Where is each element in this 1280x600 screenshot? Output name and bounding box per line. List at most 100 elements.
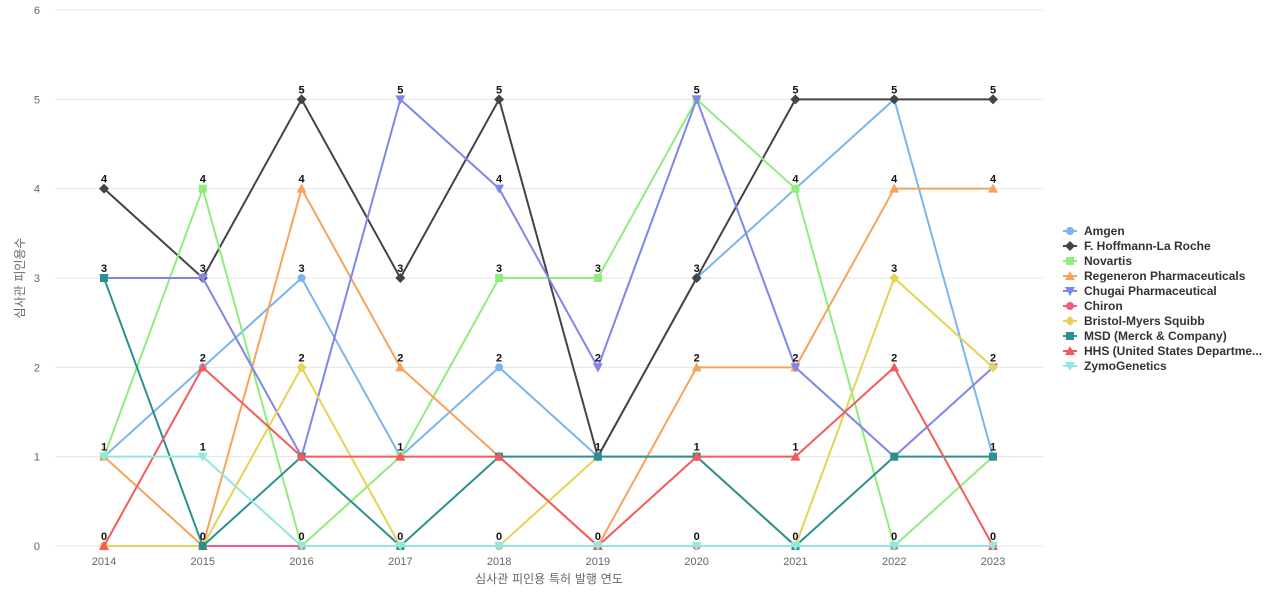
data-label: 2 <box>397 352 403 364</box>
data-point[interactable] <box>494 542 505 551</box>
data-label: 3 <box>694 263 700 275</box>
data-point[interactable] <box>989 452 997 461</box>
data-point[interactable] <box>495 274 504 282</box>
data-label: 5 <box>298 84 304 96</box>
data-label: 2 <box>200 352 206 364</box>
data-point[interactable] <box>691 95 702 105</box>
data-point[interactable] <box>296 362 307 373</box>
data-point[interactable] <box>592 542 603 551</box>
data-label: 5 <box>792 84 798 96</box>
data-point[interactable] <box>495 363 504 372</box>
data-label: 3 <box>595 263 601 275</box>
data-point[interactable] <box>494 451 505 461</box>
data-point[interactable] <box>890 452 899 461</box>
data-point[interactable] <box>494 94 505 105</box>
y-tick-label: 0 <box>34 541 40 553</box>
legend-marker[interactable] <box>1065 287 1075 296</box>
x-axis-title: 심사관 피인용 특허 발행 연도 <box>475 571 623 586</box>
legend-item[interactable]: F. Hoffmann-La Roche <box>1063 239 1211 253</box>
legend-item[interactable]: MSD (Merck & Company) <box>1063 329 1227 343</box>
data-label: 1 <box>792 442 798 454</box>
legend-label: F. Hoffmann-La Roche <box>1084 239 1211 253</box>
series-line[interactable] <box>103 366 994 547</box>
legend-item[interactable]: Amgen <box>1063 224 1125 238</box>
data-point[interactable] <box>395 273 406 283</box>
data-point[interactable] <box>988 362 998 373</box>
data-point[interactable] <box>691 362 702 372</box>
data-point[interactable] <box>297 274 306 282</box>
legend-item[interactable]: Bristol-Myers Squibb <box>1063 314 1205 328</box>
data-point[interactable] <box>296 94 307 105</box>
data-point[interactable] <box>296 183 307 193</box>
x-tick-label: 2017 <box>388 556 412 568</box>
data-point[interactable] <box>494 184 505 194</box>
data-point[interactable] <box>889 94 900 105</box>
data-label: 3 <box>397 263 403 275</box>
data-point[interactable] <box>296 542 307 551</box>
legend-marker[interactable] <box>1066 227 1074 235</box>
data-point[interactable] <box>593 274 602 282</box>
data-label: 5 <box>397 84 403 96</box>
data-point[interactable] <box>790 451 801 461</box>
legend-item[interactable]: Novartis <box>1063 254 1132 268</box>
series-9 <box>99 452 998 551</box>
legend-item[interactable]: Chugai Pharmaceutical <box>1063 284 1217 298</box>
data-point[interactable] <box>99 183 109 194</box>
y-axis-title: 심사관 피인용수 <box>13 237 27 318</box>
data-label: 1 <box>101 442 107 454</box>
data-point[interactable] <box>197 274 208 283</box>
legend-marker[interactable] <box>1066 257 1074 265</box>
data-point[interactable] <box>988 542 998 551</box>
data-point[interactable] <box>100 274 108 282</box>
legend-marker[interactable] <box>1066 302 1074 310</box>
data-point[interactable] <box>395 362 406 372</box>
data-point[interactable] <box>889 542 900 551</box>
data-point[interactable] <box>296 451 307 461</box>
data-label: 2 <box>990 352 996 364</box>
legend-item[interactable]: Chiron <box>1063 299 1123 313</box>
data-point[interactable] <box>988 183 998 193</box>
legend-marker[interactable] <box>1065 346 1075 355</box>
legend-item[interactable]: HHS (United States Departme... <box>1063 344 1262 358</box>
legend-marker[interactable] <box>1065 362 1075 371</box>
data-point[interactable] <box>197 362 208 372</box>
data-point[interactable] <box>197 452 208 462</box>
data-point[interactable] <box>889 362 900 372</box>
data-point[interactable] <box>198 542 207 550</box>
series-line[interactable] <box>104 455 993 547</box>
data-point[interactable] <box>592 363 603 373</box>
data-point[interactable] <box>395 451 406 461</box>
legend-label: Bristol-Myers Squibb <box>1084 314 1205 328</box>
data-label: 2 <box>298 352 304 364</box>
data-point[interactable] <box>691 273 702 283</box>
x-tick-label: 2019 <box>586 556 610 568</box>
data-point[interactable] <box>593 452 602 461</box>
data-point[interactable] <box>395 542 406 551</box>
series-line[interactable] <box>103 98 994 547</box>
legend-marker[interactable] <box>1065 316 1075 326</box>
legend-marker[interactable] <box>1065 241 1075 251</box>
legend-item[interactable]: ZymoGenetics <box>1063 359 1167 373</box>
data-point[interactable] <box>99 541 109 550</box>
y-tick-label: 5 <box>34 94 40 106</box>
data-label: 2 <box>792 352 798 364</box>
legend-marker[interactable] <box>1065 271 1075 280</box>
data-point[interactable] <box>395 95 406 105</box>
data-label: 0 <box>792 531 798 543</box>
data-point[interactable] <box>889 183 900 193</box>
data-point[interactable] <box>889 273 900 283</box>
series-line[interactable] <box>103 98 994 458</box>
data-label: 0 <box>101 531 107 543</box>
data-point[interactable] <box>691 542 702 551</box>
data-point[interactable] <box>791 184 800 193</box>
legend-marker[interactable] <box>1066 332 1074 340</box>
legend-item[interactable]: Regeneron Pharmaceuticals <box>1063 269 1246 283</box>
data-point[interactable] <box>790 542 801 551</box>
data-point[interactable] <box>198 184 207 193</box>
data-point[interactable] <box>691 451 702 461</box>
data-point[interactable] <box>790 363 801 373</box>
data-point[interactable] <box>988 94 998 105</box>
data-point[interactable] <box>790 94 801 105</box>
data-label: 4 <box>101 174 108 186</box>
data-point[interactable] <box>99 452 109 462</box>
